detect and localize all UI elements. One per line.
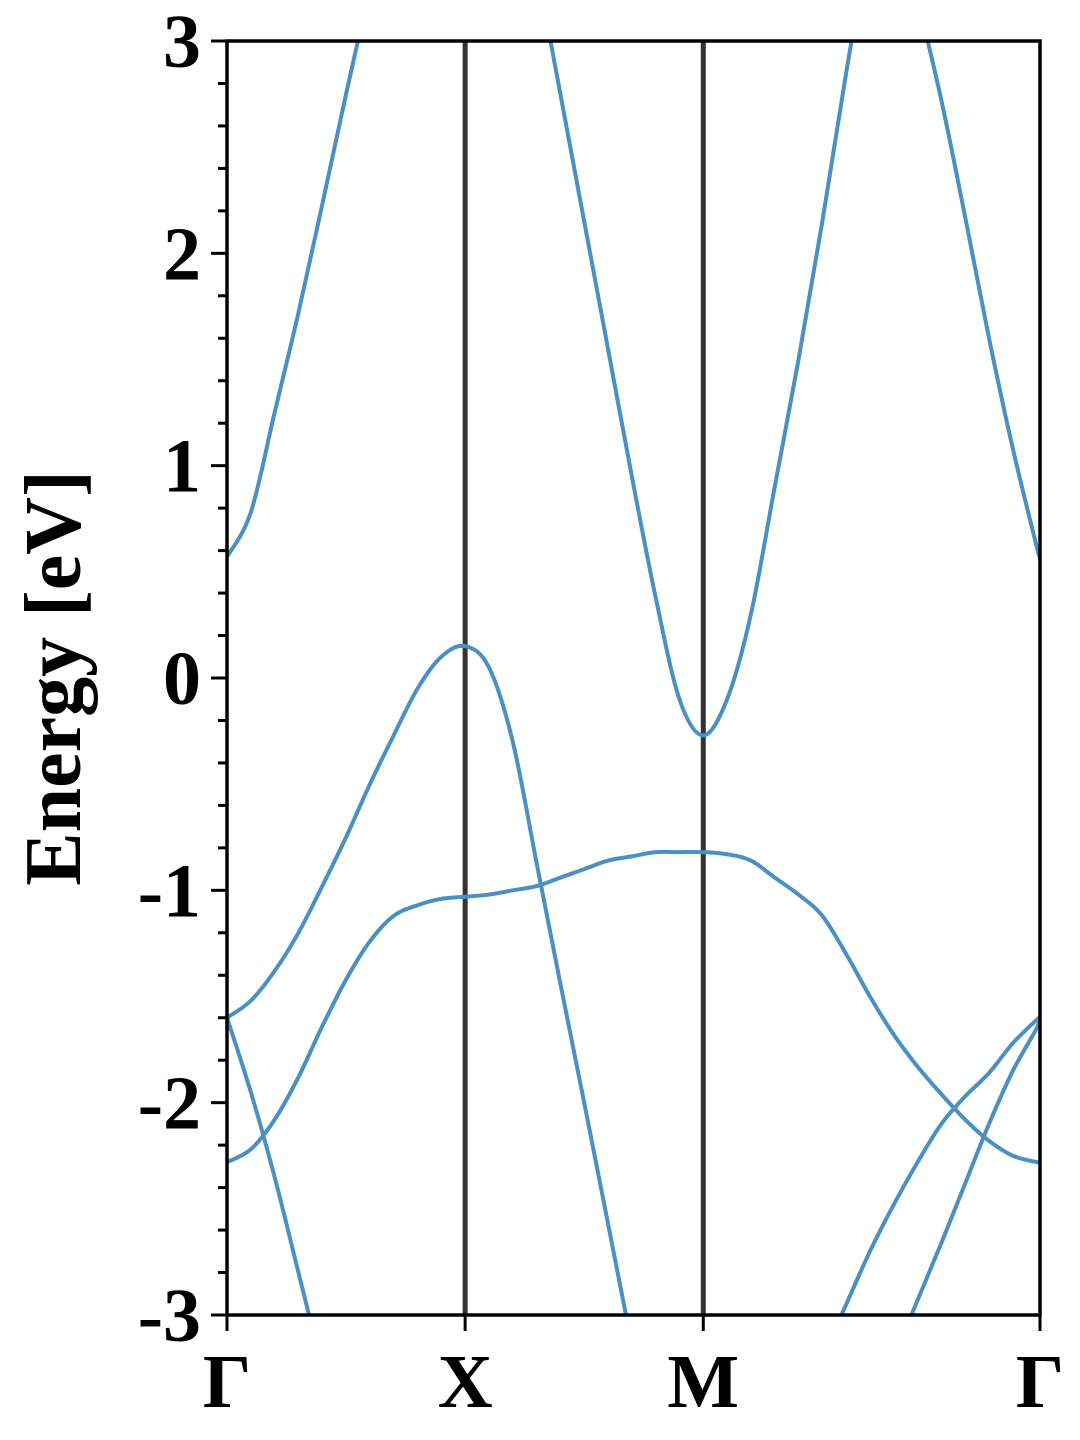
band-line <box>227 849 1040 1165</box>
y-tick-label: 0 <box>163 637 201 721</box>
y-axis-label: Energy [eV] <box>10 470 98 885</box>
x-tick-label: M <box>667 1340 739 1424</box>
y-tick-label: 3 <box>163 0 201 84</box>
band-line <box>839 1015 1040 1315</box>
y-tick-label: -3 <box>138 1274 201 1358</box>
band-line <box>227 1017 1040 1315</box>
y-tick-label: 2 <box>163 212 201 296</box>
band-line <box>227 41 1040 560</box>
x-tick-label: X <box>438 1340 493 1424</box>
y-tick-label: 1 <box>163 425 201 509</box>
band-line <box>548 41 854 738</box>
bands <box>227 41 1040 1315</box>
band-line <box>227 643 629 1315</box>
plot-frame <box>225 39 1042 1317</box>
x-tick-label: Γ <box>1016 1340 1064 1424</box>
y-tick-label: -1 <box>138 849 201 933</box>
y-tick-label: -2 <box>138 1062 201 1146</box>
x-tick-label: Γ <box>203 1340 251 1424</box>
